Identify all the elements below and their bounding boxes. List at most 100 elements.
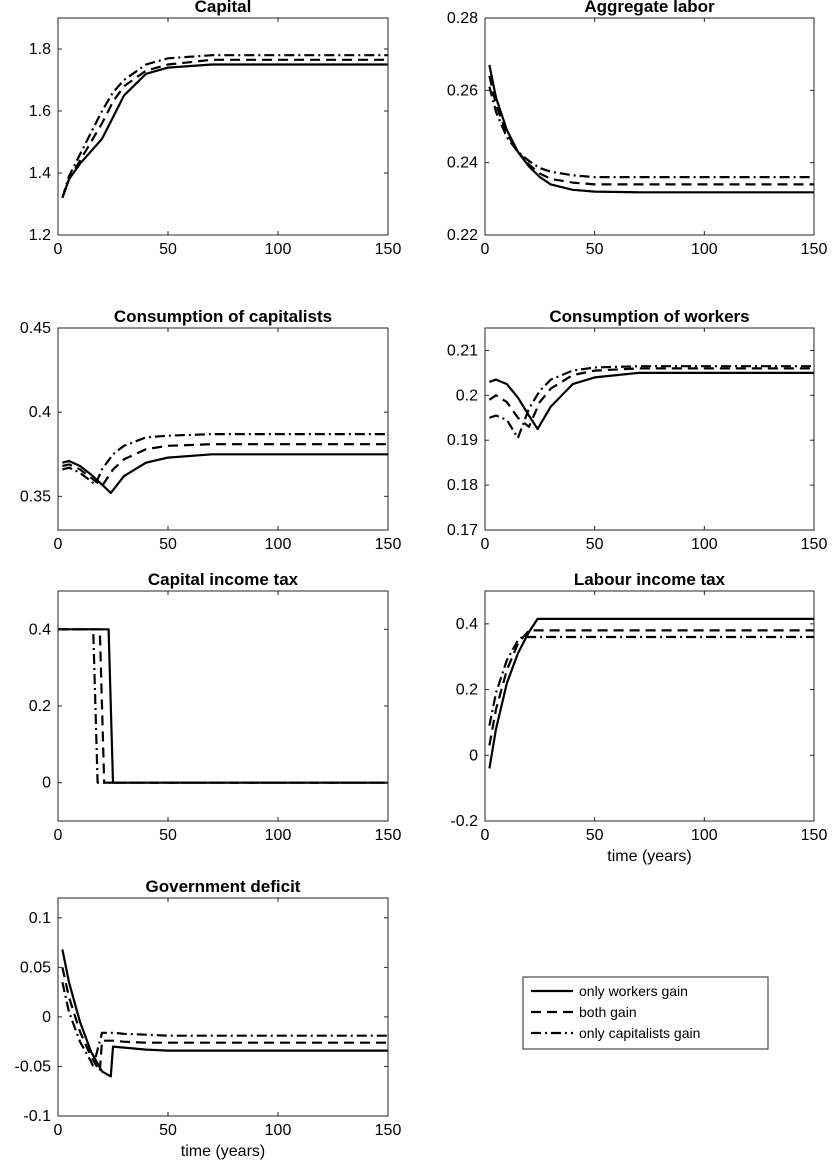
x-tick-label: 150 (801, 536, 828, 553)
y-tick-label: 0.17 (447, 522, 478, 539)
x-tick-label: 100 (691, 536, 718, 553)
series-line-dashed (62, 443, 388, 488)
x-tick-label: 50 (586, 241, 604, 258)
series-line-dashed (61, 967, 388, 1073)
panel-2: 0 50 100 150 0.22 0.24 0.26 0.28 Aggregate labor (447, 0, 828, 258)
x-tick-label: 0 (54, 241, 63, 258)
series-line-dashdot (489, 365, 814, 440)
x-tick-label: 50 (159, 241, 177, 258)
x-tick-label: 150 (375, 536, 402, 553)
x-tick-label: 50 (159, 536, 177, 553)
axes-frame (484, 327, 815, 531)
axes-frame (484, 590, 815, 822)
panel-title: Consumption of workers (549, 307, 749, 326)
legend-entry-label: both gain (579, 1004, 637, 1020)
y-tick-label: 0.05 (20, 959, 51, 976)
x-tick-label: 150 (375, 1122, 402, 1139)
y-tick-label: 0.19 (447, 432, 478, 449)
x-tick-label: 0 (481, 241, 490, 258)
plot-area (58, 328, 388, 530)
x-tick-label: 100 (691, 241, 718, 258)
x-tick-label: 100 (265, 536, 292, 553)
y-tick-label: 0 (42, 1009, 51, 1026)
x-tick-label: 150 (801, 827, 828, 844)
x-tick-label: 100 (265, 1122, 292, 1139)
series-line-dashed (488, 367, 814, 428)
y-tick-label: 0.18 (447, 477, 478, 494)
x-tick-label: 100 (265, 241, 292, 258)
series-line-solid (61, 63, 388, 199)
y-tick-label: -0.05 (15, 1058, 52, 1075)
plot-area (485, 328, 814, 530)
x-tick-label: 0 (54, 1122, 63, 1139)
series-line-dashdot (61, 981, 388, 1068)
panel-5: 0 50 100 150 0 0.2 0.4 Capital income tax (29, 570, 402, 844)
axes-frame (57, 327, 389, 531)
x-tick-label: 100 (265, 827, 292, 844)
y-tick-label: 1.2 (29, 227, 51, 244)
y-tick-label: 0.26 (447, 82, 478, 99)
x-tick-label: 0 (54, 827, 63, 844)
axes-frame (484, 17, 815, 236)
x-axis-label: time (years) (607, 848, 691, 865)
series-line-dashed (61, 58, 388, 199)
x-tick-label: 150 (375, 827, 402, 844)
series-line-dashed (488, 75, 814, 186)
y-tick-label: 1.8 (29, 41, 51, 58)
y-tick-label: 0.45 (20, 320, 51, 337)
panel-7: 0 50 100 150 -0.1 -0.05 0 0.05 0.1 Government def… (15, 877, 402, 1160)
series-line-solid (489, 371, 814, 431)
plot-area (485, 18, 814, 235)
x-tick-label: 150 (375, 241, 402, 258)
y-tick-label: 0.1 (29, 910, 51, 927)
series-line-dashdot (488, 635, 814, 726)
y-tick-label: 0.21 (447, 342, 478, 359)
x-tick-label: 50 (586, 536, 604, 553)
series-line-solid (488, 64, 814, 194)
x-tick-label: 0 (481, 827, 490, 844)
panel-title: Aggregate labor (584, 0, 715, 16)
series-line-solid (488, 617, 814, 769)
y-tick-label: 0.2 (29, 698, 51, 715)
legend: only workers gain both gain only capitalis… (522, 976, 769, 1050)
series-line-dashdot (61, 54, 388, 199)
panel-3: 0 50 100 150 0.35 0.4 0.45 Consumption of capit… (20, 307, 402, 553)
x-tick-label: 100 (691, 827, 718, 844)
y-tick-label: 0 (469, 747, 478, 764)
axes-frame (57, 17, 389, 236)
y-tick-label: 0.22 (447, 227, 478, 244)
panel-4: 0 50 100 150 0.17 0.18 0.19 0.2 0.21 Consumption … (447, 307, 828, 553)
y-tick-label: 1.6 (29, 103, 51, 120)
y-tick-label: 1.4 (29, 165, 51, 182)
y-tick-label: 0 (42, 775, 51, 792)
y-tick-label: 0.2 (456, 682, 478, 699)
x-tick-label: 0 (54, 536, 63, 553)
y-tick-label: -0.1 (23, 1108, 51, 1125)
y-tick-label: 0.4 (456, 616, 478, 633)
panel-1: 0 50 100 150 1.2 1.4 1.6 1.8 Capital (29, 0, 402, 258)
y-tick-label: 0.24 (447, 155, 478, 172)
panel-title: Capital income tax (148, 570, 299, 589)
x-tick-label: 50 (159, 1122, 177, 1139)
y-tick-label: -0.2 (450, 813, 478, 830)
series-line-solid (61, 949, 388, 1078)
x-tick-label: 50 (159, 827, 177, 844)
y-tick-label: 0.28 (447, 10, 478, 27)
x-axis-label: time (years) (181, 1143, 265, 1160)
x-tick-label: 0 (481, 536, 490, 553)
plot-area (58, 898, 388, 1116)
series-line-solid (62, 453, 388, 495)
series-line-dashdot (488, 86, 814, 179)
axes-frame (57, 897, 389, 1117)
panel-title: Consumption of capitalists (114, 307, 332, 326)
x-tick-label: 150 (801, 241, 828, 258)
legend-entry-label: only capitalists gain (579, 1025, 700, 1041)
x-tick-label: 50 (586, 827, 604, 844)
y-tick-label: 0.2 (456, 387, 478, 404)
panel-title: Government deficit (146, 877, 301, 896)
legend-entry-label: only workers gain (579, 983, 688, 999)
y-tick-label: 0.4 (29, 404, 51, 421)
panel-title: Capital (195, 0, 252, 16)
